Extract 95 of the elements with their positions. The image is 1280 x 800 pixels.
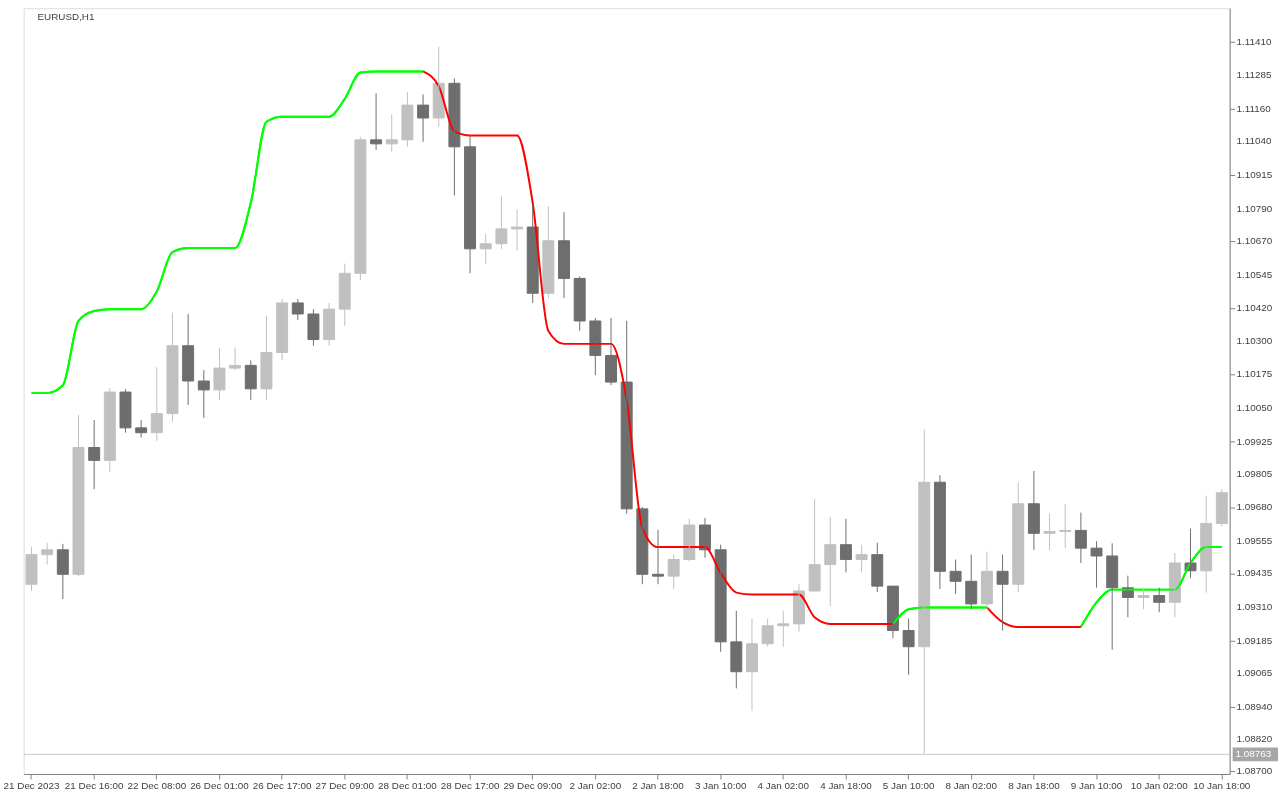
- candlestick: [1012, 481, 1025, 593]
- candlestick: [370, 92, 383, 151]
- candlestick: [88, 419, 101, 490]
- y-tick-label: 1.11160: [1236, 103, 1272, 115]
- candlestick: [229, 347, 242, 371]
- candlestick: [213, 347, 226, 401]
- y-tick-label: 1.09680: [1236, 501, 1273, 513]
- candlestick: [542, 205, 555, 299]
- candlestick: [56, 543, 69, 600]
- x-tick-label: 26 Dec 17:00: [252, 780, 312, 792]
- x-tick-label: 28 Dec 01:00: [378, 780, 438, 792]
- candlestick: [291, 298, 304, 321]
- candlestick: [1137, 587, 1150, 610]
- x-tick-label: 10 Jan 02:00: [1130, 780, 1189, 792]
- candlestick: [260, 315, 273, 401]
- x-tick-label: 22 Dec 08:00: [127, 780, 187, 792]
- candlestick: [996, 554, 1009, 632]
- y-tick-label: 1.09925: [1236, 435, 1273, 447]
- y-tick-label: 1.10915: [1236, 169, 1273, 181]
- candlestick: [338, 263, 351, 327]
- candlestick: [1090, 540, 1103, 589]
- candlestick: [949, 558, 962, 595]
- x-tick-label: 3 Jan 10:00: [694, 780, 747, 792]
- candlestick: [1043, 513, 1056, 551]
- x-tick-label: 27 Dec 09:00: [315, 780, 375, 792]
- y-tick-label: 1.08940: [1236, 700, 1273, 712]
- y-tick-label: 1.10300: [1236, 334, 1273, 346]
- candlestick: [197, 369, 210, 419]
- candlestick: [72, 414, 85, 577]
- candlestick: [1106, 542, 1119, 651]
- y-tick-label: 1.09310: [1236, 601, 1273, 613]
- candlestick: [965, 554, 978, 610]
- y-tick-label: 1.09065: [1236, 667, 1273, 679]
- y-tick-label: 1.09805: [1236, 467, 1273, 479]
- candlestick: [777, 610, 790, 648]
- y-tick-label: 1.08820: [1236, 732, 1273, 744]
- x-tick-label: 26 Dec 01:00: [190, 780, 250, 792]
- candlestick: [448, 77, 461, 197]
- y-tick-label: 1.10670: [1236, 235, 1273, 246]
- x-tick-label: 9 Jan 10:00: [1070, 780, 1123, 792]
- chart-title: EURUSD,H1: [37, 11, 95, 23]
- x-tick-label: 4 Jan 18:00: [820, 780, 873, 792]
- candlestick: [166, 312, 179, 423]
- candlestick: [1153, 587, 1166, 613]
- x-tick-label: 21 Dec 16:00: [64, 780, 124, 792]
- candlestick: [417, 93, 430, 143]
- candlestick: [307, 308, 320, 347]
- candlestick: [41, 542, 54, 566]
- candlestick: [495, 195, 508, 250]
- y-tick-label: 1.09435: [1236, 567, 1273, 579]
- y-tick-label: 1.08700: [1236, 765, 1273, 777]
- x-tick-label: 8 Jan 02:00: [945, 780, 998, 792]
- candlestick: [652, 529, 664, 585]
- x-tick-label: 29 Dec 09:00: [503, 780, 563, 792]
- candlestick: [761, 618, 774, 648]
- candlestick: [902, 618, 915, 676]
- candlestick: [103, 387, 116, 473]
- y-tick-label: 1.10545: [1236, 268, 1273, 280]
- candlestick: [244, 359, 257, 401]
- candlestick: [119, 388, 132, 434]
- y-tick-label: 1.10175: [1236, 368, 1273, 380]
- y-tick-label: 1.10050: [1236, 401, 1273, 413]
- candlestick: [25, 546, 38, 592]
- candlestick: [1215, 488, 1228, 527]
- candlestick: [511, 208, 524, 252]
- x-tick-label: 5 Jan 10:00: [882, 780, 935, 792]
- candlestick: [855, 544, 868, 573]
- candlestick: [150, 366, 163, 442]
- x-tick-label: 21 Dec 2023: [3, 780, 60, 792]
- x-tick-label: 8 Jan 18:00: [1008, 780, 1061, 792]
- y-tick-label: 1.09555: [1236, 535, 1273, 547]
- candlestick: [824, 516, 837, 607]
- x-tick-label: 10 Jan 18:00: [1193, 780, 1251, 792]
- y-tick-label: 1.11285: [1236, 69, 1272, 81]
- y-tick-label: 1.11040: [1236, 135, 1272, 147]
- y-tick-label: 1.09185: [1236, 634, 1273, 646]
- candlestick: [808, 498, 821, 593]
- candlestick: [135, 419, 148, 439]
- candlestick: [667, 554, 680, 590]
- candlestick: [573, 275, 586, 332]
- x-tick-label: 28 Dec 17:00: [440, 780, 500, 792]
- x-tick-label: 2 Jan 02:00: [569, 780, 622, 792]
- y-tick-label: 1.10790: [1236, 202, 1273, 214]
- candlestick: [401, 91, 414, 148]
- y-tick-label: 1.10420: [1236, 302, 1273, 314]
- candlestick: [1059, 503, 1072, 549]
- candlestick: [871, 542, 884, 593]
- candlestick: [354, 136, 367, 281]
- candlestick: [385, 113, 398, 153]
- candlestick: [479, 233, 492, 265]
- candlestick: [730, 610, 743, 689]
- y-tick-label: 1.11410: [1236, 35, 1272, 47]
- x-tick-label: 2 Jan 18:00: [632, 780, 685, 792]
- ref-line-label: 1.08763: [1235, 748, 1272, 760]
- x-tick-label: 4 Jan 02:00: [757, 780, 810, 792]
